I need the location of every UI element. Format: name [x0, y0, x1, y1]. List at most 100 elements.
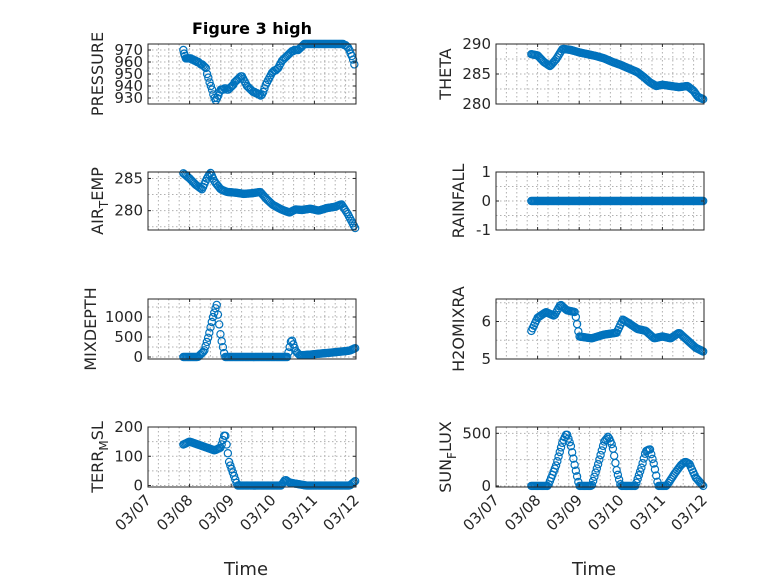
- y-tick-label: 970: [114, 41, 143, 59]
- subplot-sun_flux: 0 500SUNFLUX03/0703/0803/0903/1003/1103/1…: [436, 421, 711, 580]
- y-tick-label: 0: [133, 477, 143, 495]
- data-point: [591, 468, 600, 477]
- data-point: [201, 341, 210, 351]
- data-point: [207, 317, 216, 327]
- y-tick-label: 500: [462, 424, 491, 442]
- y-axis-label: MIXDEPTH: [81, 287, 100, 370]
- data-point: [697, 480, 707, 489]
- data-point: [639, 454, 649, 463]
- y-tick-label: 280: [114, 202, 143, 220]
- data-point: [651, 471, 661, 480]
- series-markers: [179, 431, 360, 490]
- x-tick-label: 03/11: [626, 491, 669, 534]
- series-markers: [527, 300, 708, 356]
- data-point: [179, 45, 188, 55]
- data-point: [206, 81, 216, 91]
- series-markers: [179, 300, 360, 362]
- data-point: [569, 454, 578, 463]
- data-point: [350, 344, 360, 353]
- data-point: [202, 337, 212, 347]
- y-axis-label: H2OMIXRA: [449, 286, 468, 372]
- data-point: [206, 323, 215, 332]
- data-point: [217, 440, 226, 449]
- x-tick-label: 03/11: [278, 491, 321, 534]
- data-point: [671, 330, 681, 340]
- data-point: [567, 448, 577, 457]
- plot-area: [148, 427, 356, 487]
- subplot-terr_msl: 0 100 200TERRMSL03/0703/0803/0903/1003/110…: [88, 418, 363, 580]
- data-point: [203, 333, 213, 343]
- data-point: [205, 328, 214, 337]
- data-point: [635, 467, 645, 476]
- y-tick-label: 940: [114, 77, 143, 95]
- data-point: [563, 430, 572, 439]
- data-point: [218, 342, 228, 352]
- series-markers: [179, 39, 359, 105]
- data-point: [612, 465, 621, 475]
- data-point: [223, 449, 233, 458]
- data-point: [350, 60, 359, 69]
- y-tick-label: -1: [476, 221, 491, 239]
- data-point: [613, 470, 623, 480]
- data-point: [586, 481, 595, 491]
- y-tick-label: 1000: [105, 308, 143, 326]
- data-point: [638, 458, 647, 468]
- x-tick-label: 03/10: [584, 491, 627, 534]
- data-point: [570, 460, 579, 470]
- data-point: [350, 476, 360, 486]
- y-tick-label: 290: [462, 35, 491, 53]
- y-tick-label: 6: [481, 313, 491, 331]
- data-point: [347, 51, 357, 61]
- series-markers: [179, 168, 360, 233]
- y-axis-label: TERRMSL: [88, 421, 111, 494]
- subplot-mixdepth: 0 500 1000 MIXDEPTH: [81, 287, 360, 371]
- y-tick-label: 1: [481, 163, 491, 181]
- data-point: [592, 464, 602, 473]
- data-point: [565, 438, 574, 447]
- data-point: [637, 463, 646, 472]
- data-point: [287, 336, 297, 345]
- y-axis-label: THETA: [436, 48, 455, 100]
- y-tick-label: 930: [114, 89, 143, 107]
- data-point: [224, 457, 234, 467]
- data-point: [593, 460, 603, 469]
- data-point: [645, 445, 655, 454]
- chart-title: Figure 3 high: [192, 19, 312, 38]
- data-point: [698, 94, 708, 104]
- data-point: [286, 337, 296, 346]
- y-tick-label: 285: [462, 65, 491, 83]
- data-point: [350, 223, 360, 233]
- data-point: [572, 472, 582, 481]
- data-point: [213, 310, 223, 319]
- data-point: [342, 207, 351, 217]
- data-point: [597, 446, 607, 455]
- y-tick-label: 0: [133, 348, 143, 366]
- data-point: [204, 73, 213, 82]
- data-point: [212, 300, 221, 310]
- series-markers: [527, 44, 708, 104]
- data-point: [633, 474, 642, 484]
- x-axis-label: Time: [571, 559, 616, 580]
- data-point: [698, 347, 708, 356]
- subplot-rainfall: -1 0 1 RAINFALL: [449, 163, 708, 239]
- data-point: [200, 346, 209, 355]
- subplot-theta: 280 285 290 THETA: [436, 35, 708, 113]
- x-tick-label: 03/12: [668, 491, 711, 534]
- y-tick-label: 960: [114, 53, 143, 71]
- data-point: [554, 452, 563, 461]
- axes-box: [495, 426, 705, 488]
- y-tick-label: 5: [481, 350, 491, 368]
- data-point: [200, 62, 209, 72]
- data-point: [648, 454, 657, 464]
- axes-box: [495, 298, 705, 360]
- y-tick-label: 280: [462, 95, 491, 113]
- data-point: [649, 459, 658, 468]
- data-point: [217, 337, 226, 346]
- data-point: [205, 78, 214, 87]
- data-point: [650, 465, 660, 474]
- data-point: [588, 476, 598, 486]
